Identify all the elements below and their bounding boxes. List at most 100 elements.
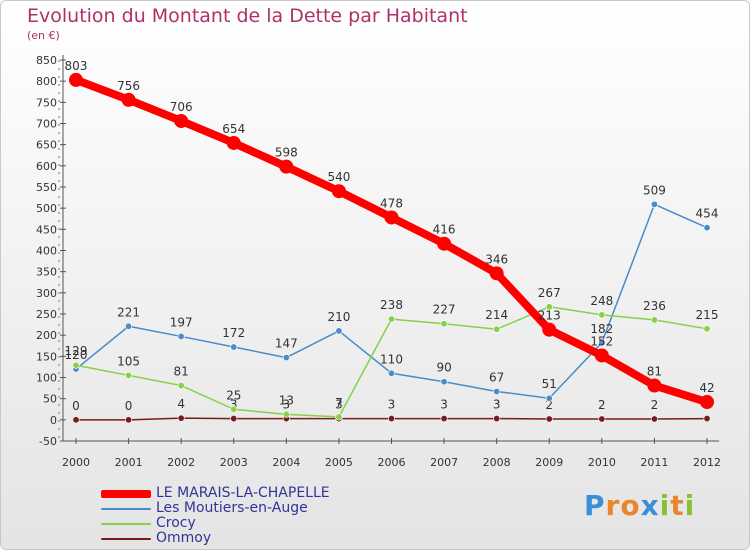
data-point	[226, 135, 241, 150]
data-label: 3	[440, 398, 448, 412]
data-point	[440, 415, 448, 423]
y-tick-label: 550	[36, 181, 57, 194]
data-point	[72, 416, 80, 424]
data-point	[594, 348, 609, 363]
data-label: 42	[699, 381, 714, 395]
y-tick-label: 650	[36, 139, 57, 152]
data-point	[125, 371, 133, 379]
data-point	[282, 410, 290, 418]
x-tick-label: 2003	[220, 456, 248, 469]
data-point	[387, 315, 395, 323]
data-label: 25	[226, 388, 241, 402]
x-tick-label: 2011	[640, 456, 668, 469]
data-label: 4	[177, 397, 185, 411]
data-point	[647, 378, 662, 393]
x-tick-label: 2010	[588, 456, 616, 469]
x-tick-label: 2012	[693, 456, 721, 469]
data-point	[493, 387, 501, 395]
data-label: 152	[590, 334, 613, 348]
legend-label: Ommoy	[156, 530, 212, 546]
data-point	[542, 322, 557, 337]
y-tick-label: 100	[36, 372, 57, 385]
data-label: 706	[170, 100, 193, 114]
data-point	[598, 415, 606, 423]
data-label: 3	[230, 398, 238, 412]
x-tick-label: 2002	[167, 456, 195, 469]
logo-letter: P	[584, 489, 606, 522]
data-label: 7	[335, 396, 343, 410]
data-label: 416	[433, 223, 456, 237]
logo-letter: i	[684, 489, 696, 522]
data-point	[72, 361, 80, 369]
data-point	[489, 266, 504, 281]
data-point	[387, 415, 395, 423]
y-tick-label: 700	[36, 118, 57, 131]
x-tick-label: 2005	[325, 456, 353, 469]
data-point	[387, 369, 395, 377]
data-label: 90	[436, 361, 451, 375]
data-point	[230, 405, 238, 413]
data-label: 215	[696, 308, 719, 322]
data-label: 267	[538, 286, 561, 300]
data-label: 51	[542, 377, 557, 391]
logo-letter: t	[670, 489, 685, 522]
x-tick-label: 2000	[62, 456, 90, 469]
y-tick-label: 0	[50, 414, 57, 427]
data-label: 213	[538, 309, 561, 323]
y-tick-label: 50	[43, 393, 57, 406]
y-tick-label: 250	[36, 308, 57, 321]
logo-letter: r	[605, 489, 621, 522]
data-label: 509	[643, 183, 666, 197]
data-point	[121, 92, 136, 107]
data-label: 227	[433, 303, 456, 317]
data-label: 478	[380, 196, 403, 210]
data-label: 3	[388, 398, 396, 412]
chart-title: Evolution du Montant de la Dette par Hab…	[27, 5, 468, 27]
data-label: 197	[170, 315, 193, 329]
proxiti-logo: Proxiti	[584, 489, 695, 522]
data-label: 346	[485, 252, 508, 266]
data-point	[650, 200, 658, 208]
data-label: 803	[65, 59, 88, 73]
data-point	[700, 395, 714, 410]
data-label: 105	[117, 354, 140, 368]
data-label: 598	[275, 146, 298, 160]
data-label: 67	[489, 370, 504, 384]
data-label: 129	[65, 344, 88, 358]
data-point	[230, 343, 238, 351]
chart-subtitle: (en €)	[27, 29, 60, 42]
data-point	[440, 378, 448, 386]
y-tick-label: 450	[36, 223, 57, 236]
data-point	[69, 72, 83, 87]
y-tick-label: -50	[39, 435, 57, 448]
data-label: 248	[590, 294, 613, 308]
y-tick-label: 800	[36, 75, 57, 88]
data-point	[545, 415, 553, 423]
data-label: 654	[222, 122, 245, 136]
y-tick-label: 750	[36, 96, 57, 109]
data-point	[493, 325, 501, 333]
x-tick-label: 2007	[430, 456, 458, 469]
data-point	[545, 394, 553, 402]
data-label: 756	[117, 79, 140, 93]
data-point	[384, 210, 399, 225]
axes: -500501001502002503003504004505005506006…	[36, 54, 721, 469]
x-tick-label: 2004	[272, 456, 300, 469]
data-point	[177, 414, 185, 422]
data-point	[279, 159, 294, 174]
data-point	[174, 113, 189, 128]
data-point	[598, 311, 606, 319]
legend-label: LE MARAIS-LA-CHAPELLE	[156, 485, 330, 501]
data-point	[177, 332, 185, 340]
legend-label: Crocy	[156, 515, 196, 531]
y-tick-label: 150	[36, 350, 57, 363]
series-1: 120 221 197 172 147 210 110 90 67 51 182 509 454	[65, 183, 719, 402]
data-label: 3	[335, 398, 343, 412]
data-point	[493, 415, 501, 423]
data-label: 454	[696, 207, 719, 221]
data-point	[703, 415, 711, 423]
y-tick-label: 850	[36, 54, 57, 67]
data-label: 13	[279, 393, 294, 407]
